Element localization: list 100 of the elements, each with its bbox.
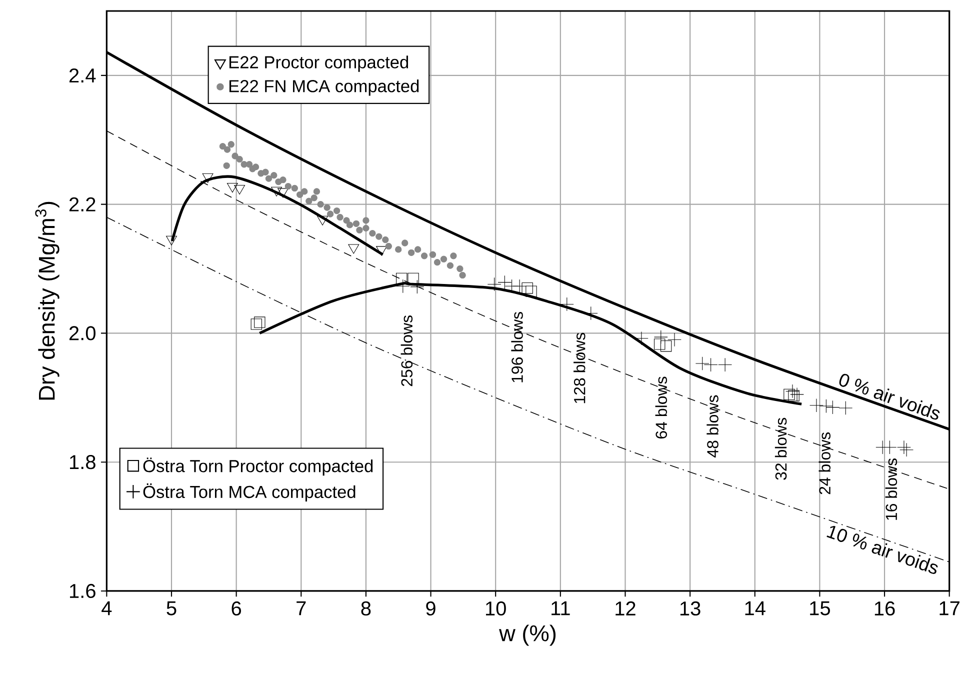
- point: [450, 252, 457, 260]
- point: [695, 356, 710, 370]
- point: [250, 318, 262, 330]
- point: [252, 164, 260, 170]
- point: [270, 172, 278, 179]
- x-tick-label: 8: [361, 601, 371, 616]
- point: [456, 265, 464, 272]
- x-tick-label: 15: [810, 601, 830, 616]
- annotation: 48 blows: [706, 395, 718, 458]
- annotation: 256 blows: [400, 315, 413, 386]
- text: 10 % air voids: [826, 526, 938, 574]
- x-tick-label: 9: [426, 601, 436, 616]
- x-tick-label: 5: [166, 601, 176, 616]
- point: [317, 216, 328, 226]
- annotation: 196 blows: [511, 312, 523, 382]
- point: [704, 358, 718, 372]
- point: [434, 258, 441, 266]
- point: [262, 168, 269, 176]
- x-tick-label: 4: [102, 601, 112, 616]
- point: [296, 191, 304, 198]
- point: [236, 156, 243, 163]
- x-tick-label: 14: [745, 601, 766, 616]
- point: [826, 400, 840, 414]
- point: [313, 188, 320, 195]
- point: [336, 214, 344, 221]
- point: [395, 246, 402, 253]
- legend-label: Östra Torn MCA compacted: [143, 483, 356, 502]
- point: [346, 222, 354, 228]
- text: 0 % air voids: [839, 374, 940, 420]
- point: [376, 233, 382, 240]
- point: [271, 186, 282, 196]
- point: [234, 184, 246, 194]
- y-tick-label: 2.2: [69, 197, 96, 212]
- point: [420, 252, 428, 260]
- point: [280, 176, 286, 184]
- point: [784, 388, 795, 400]
- point: [284, 182, 292, 190]
- point: [369, 230, 376, 237]
- point: [786, 384, 800, 398]
- point: [487, 277, 502, 292]
- annotation: 16 blows: [885, 458, 898, 520]
- y-tick-label: 2.0: [69, 326, 96, 340]
- point: [440, 256, 448, 262]
- point: [291, 184, 298, 192]
- x-tick-label: 12: [616, 601, 636, 616]
- point: [408, 272, 419, 284]
- point: [410, 280, 424, 294]
- point: [232, 152, 238, 160]
- x-axis-title: w (%): [499, 624, 556, 646]
- point: [897, 440, 911, 454]
- point: [788, 390, 800, 402]
- point: [246, 161, 253, 168]
- x-tick-label: 17: [940, 601, 960, 616]
- point: [265, 175, 272, 182]
- point: [343, 217, 350, 224]
- point: [810, 398, 824, 412]
- point: [356, 226, 363, 234]
- point: [526, 286, 537, 297]
- y-tick-label: 1.8: [70, 455, 96, 470]
- point: [429, 251, 436, 258]
- x-tick-label: 11: [552, 601, 570, 616]
- point: [333, 207, 340, 214]
- point: [326, 210, 334, 218]
- point: [654, 330, 668, 344]
- point: [790, 387, 804, 402]
- point: [362, 217, 370, 224]
- point: [310, 194, 318, 202]
- annotation: 64 blows: [655, 376, 668, 438]
- point: [324, 204, 330, 211]
- point: [819, 399, 834, 413]
- point: [382, 236, 389, 244]
- point: [278, 188, 288, 198]
- point: [408, 249, 415, 256]
- point: [900, 442, 914, 457]
- point: [219, 142, 226, 150]
- point: [560, 297, 574, 312]
- y-tick-label: 2.4: [69, 68, 96, 82]
- point: [718, 358, 732, 372]
- point: [223, 162, 230, 169]
- point: [228, 141, 234, 148]
- annotation: 128 blows: [574, 332, 586, 404]
- point: [202, 173, 214, 183]
- point: [317, 200, 324, 208]
- point: [402, 240, 408, 246]
- point: [660, 340, 672, 352]
- point: [224, 146, 231, 153]
- y-tick-label: 1.6: [70, 584, 96, 598]
- y-axis-title: Dry density (Mg/m$^{3}$): [35, 202, 60, 400]
- annotation: 24 blows: [818, 432, 830, 494]
- point: [498, 275, 512, 290]
- point: [634, 331, 648, 346]
- point: [838, 401, 853, 415]
- point: [254, 316, 266, 328]
- point: [301, 188, 308, 195]
- point: [459, 272, 466, 279]
- legend-label: E22 FN MCA compacted: [229, 80, 419, 96]
- legend-label: E22 Proctor compacted: [229, 56, 408, 72]
- point: [668, 332, 682, 347]
- x-tick-label: 7: [296, 601, 306, 616]
- point: [414, 246, 422, 253]
